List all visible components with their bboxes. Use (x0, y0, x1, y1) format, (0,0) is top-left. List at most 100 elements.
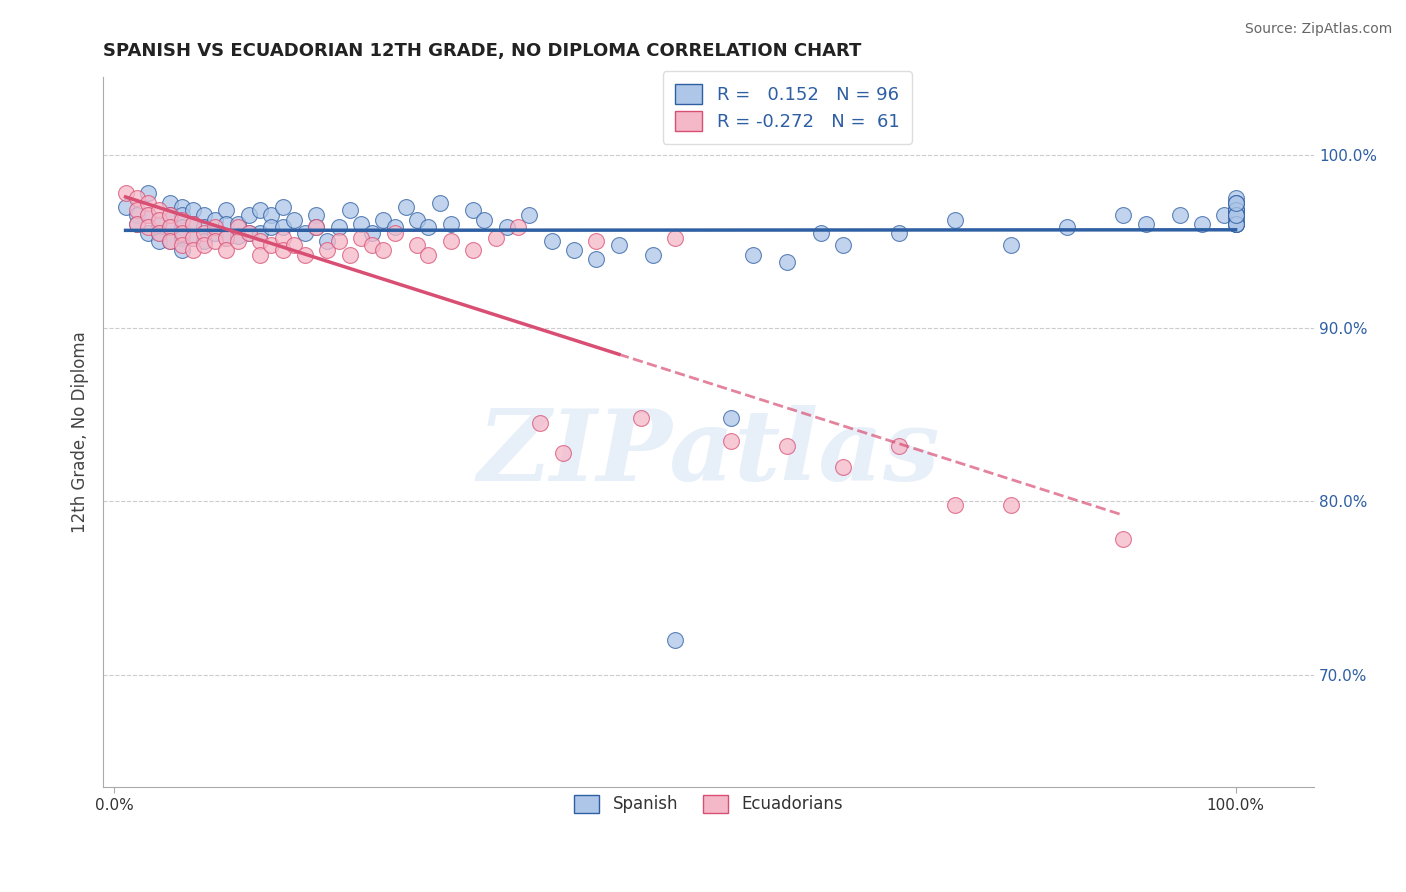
Point (193, 234, 215, 248)
Point (440, 234, 463, 248)
Point (181, 231, 204, 245)
Point (832, 459, 855, 474)
Point (1000, 498, 1022, 512)
Point (136, 226, 159, 240)
Point (395, 200, 418, 214)
Point (328, 220, 350, 235)
Point (1191, 217, 1213, 231)
Y-axis label: 12th Grade, No Diploma: 12th Grade, No Diploma (72, 331, 89, 533)
Point (1225, 196, 1247, 211)
Text: ZIPatlas: ZIPatlas (478, 405, 939, 501)
Point (540, 234, 562, 248)
Point (630, 411, 652, 425)
Point (350, 231, 373, 245)
Point (193, 226, 215, 240)
Point (328, 234, 350, 248)
Point (1225, 213, 1247, 227)
Point (125, 217, 148, 231)
Point (406, 213, 429, 227)
Point (339, 248, 361, 262)
Point (418, 248, 440, 262)
Point (159, 220, 181, 235)
Text: SPANISH VS ECUADORIAN 12TH GRADE, NO DIPLOMA CORRELATION CHART: SPANISH VS ECUADORIAN 12TH GRADE, NO DIP… (103, 42, 862, 60)
Point (271, 220, 294, 235)
Point (440, 217, 463, 231)
Point (429, 196, 451, 211)
Point (215, 231, 238, 245)
Point (585, 252, 607, 266)
Point (1225, 208, 1247, 222)
Point (260, 237, 283, 252)
Point (810, 226, 832, 240)
Point (159, 196, 181, 211)
Point (170, 200, 193, 214)
Point (125, 208, 148, 222)
Point (1225, 202, 1247, 217)
Point (506, 220, 529, 235)
Point (1225, 202, 1247, 217)
Point (1000, 237, 1022, 252)
Point (889, 226, 911, 240)
Point (1225, 208, 1247, 222)
Point (418, 220, 440, 235)
Point (943, 498, 966, 512)
Point (238, 226, 260, 240)
Point (170, 243, 193, 257)
Point (720, 411, 742, 425)
Point (136, 220, 159, 235)
Point (215, 202, 238, 217)
Point (159, 234, 181, 248)
Point (181, 202, 204, 217)
Point (384, 226, 406, 240)
Point (159, 208, 181, 222)
Point (249, 226, 271, 240)
Point (170, 237, 193, 252)
Point (373, 243, 395, 257)
Point (1112, 533, 1135, 547)
Point (305, 220, 328, 235)
Point (316, 234, 339, 248)
Point (517, 208, 540, 222)
Point (641, 248, 664, 262)
Point (283, 213, 305, 227)
Point (1135, 217, 1157, 231)
Point (776, 439, 799, 453)
Point (159, 234, 181, 248)
Point (1225, 191, 1247, 205)
Point (1225, 217, 1247, 231)
Point (226, 229, 249, 244)
Point (1225, 202, 1247, 217)
Point (1225, 208, 1247, 222)
Point (305, 220, 328, 235)
Point (316, 243, 339, 257)
Point (271, 200, 294, 214)
Point (136, 208, 159, 222)
Point (136, 186, 159, 200)
Point (1112, 208, 1135, 222)
Point (136, 196, 159, 211)
Point (226, 234, 249, 248)
Point (148, 202, 170, 217)
Point (1213, 208, 1236, 222)
Point (193, 220, 215, 235)
Point (562, 243, 585, 257)
Point (406, 237, 429, 252)
Point (170, 231, 193, 245)
Point (283, 237, 305, 252)
Point (294, 226, 316, 240)
Point (215, 217, 238, 231)
Point (114, 186, 136, 200)
Point (181, 243, 204, 257)
Point (181, 217, 204, 231)
Point (664, 632, 686, 647)
Point (249, 202, 271, 217)
Point (238, 208, 260, 222)
Point (294, 248, 316, 262)
Legend: Spanish, Ecuadorians: Spanish, Ecuadorians (562, 783, 855, 825)
Point (1225, 217, 1247, 231)
Point (148, 226, 170, 240)
Point (170, 208, 193, 222)
Point (889, 439, 911, 453)
Point (204, 220, 226, 235)
Point (361, 226, 384, 240)
